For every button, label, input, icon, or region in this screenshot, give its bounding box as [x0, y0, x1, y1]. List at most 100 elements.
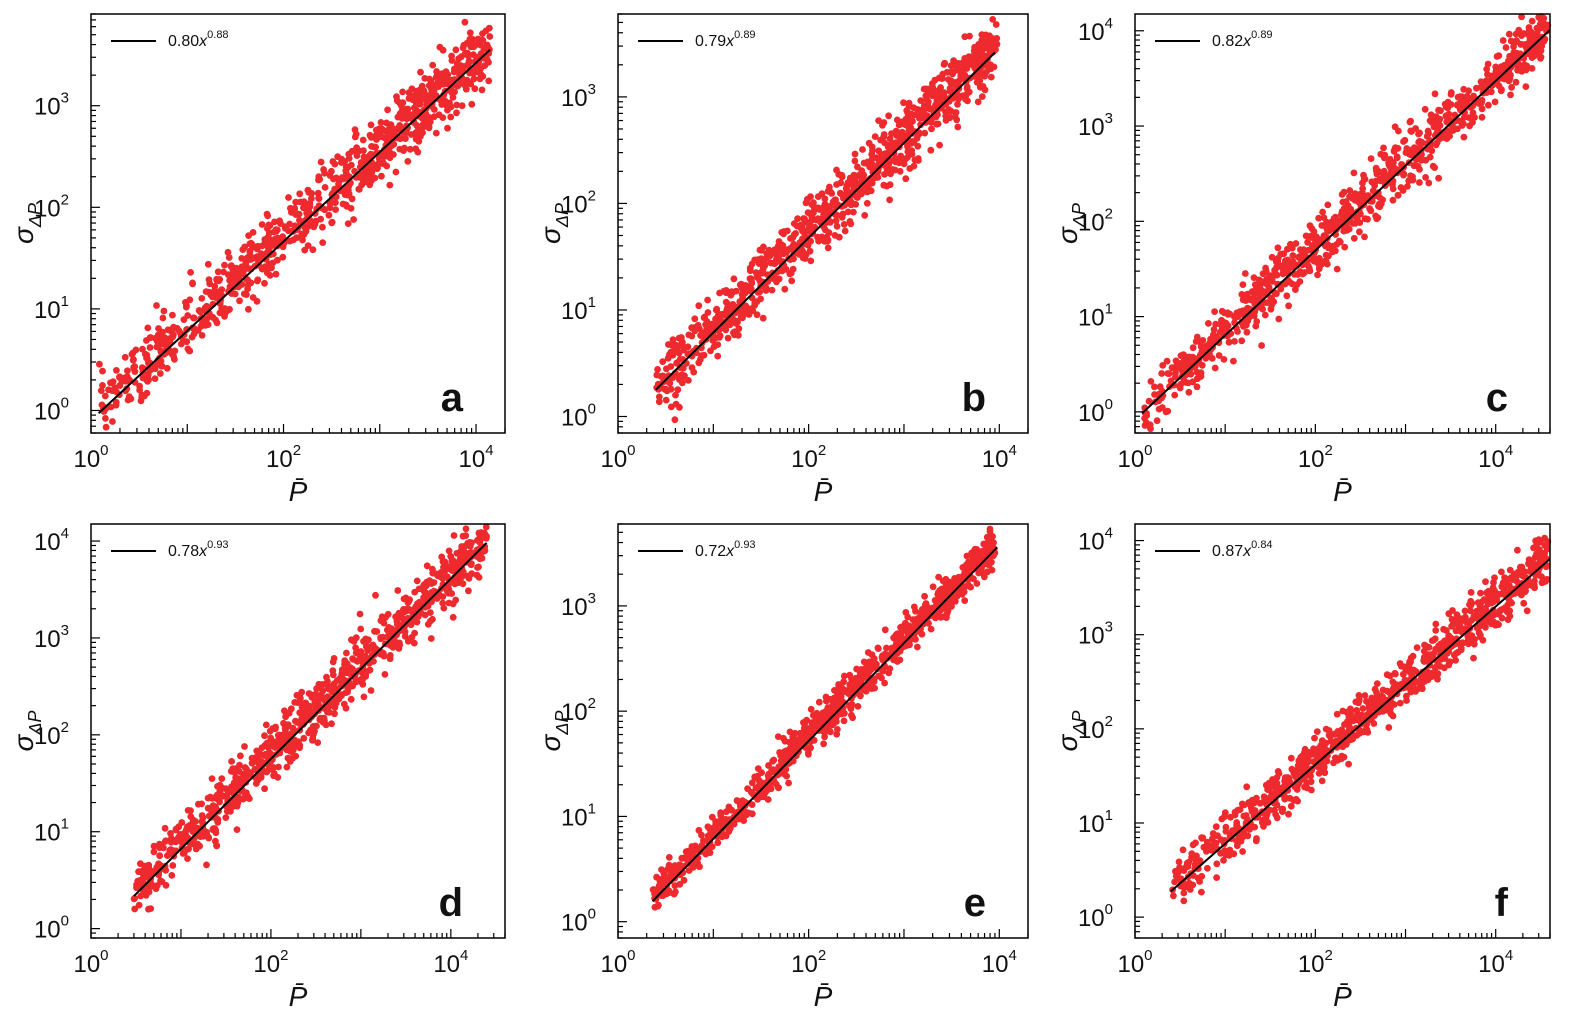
scatter-point — [455, 68, 463, 75]
scatter-point — [462, 525, 470, 533]
scatter-point — [466, 543, 474, 550]
scatter-point — [1189, 344, 1197, 352]
scatter-point — [726, 310, 734, 318]
scatter-point — [1536, 21, 1544, 28]
scatter-point — [453, 562, 461, 570]
scatter-point — [672, 865, 679, 872]
scatter-point — [307, 691, 315, 698]
panel-letter: d — [439, 881, 463, 925]
scatter-point — [348, 195, 356, 203]
scatter-point — [984, 39, 992, 46]
scatter-point — [675, 334, 683, 342]
scatter-point — [1182, 379, 1190, 386]
scatter-point — [350, 638, 358, 645]
scatter-point — [1428, 147, 1436, 155]
scatter-point — [757, 255, 765, 262]
scatter-point — [851, 150, 859, 158]
scatter-point — [319, 715, 327, 722]
scatter-point — [1395, 127, 1402, 135]
scatter-point — [263, 269, 271, 277]
scatter-point — [1189, 378, 1197, 386]
scatter-point — [959, 564, 967, 571]
scatter-point — [389, 141, 397, 149]
scatter-point — [304, 203, 312, 211]
scatter-point — [675, 342, 683, 349]
scatter-point — [422, 114, 430, 122]
scatter-point — [1304, 238, 1311, 246]
y-tick-label: 101 — [1078, 301, 1113, 332]
scatter-point — [1332, 219, 1339, 226]
scatter-point — [416, 91, 424, 99]
scatter-point — [894, 658, 901, 665]
scatter-point — [428, 93, 435, 101]
scatter-point — [342, 167, 350, 175]
scatter-point — [860, 171, 868, 179]
scatter-point — [723, 305, 731, 312]
scatter-point — [1164, 407, 1172, 415]
scatter-point — [1336, 238, 1344, 246]
scatter-point — [1415, 138, 1423, 146]
scatter-point — [907, 139, 915, 147]
scatter-point — [1285, 302, 1292, 310]
scatter-point — [1460, 133, 1468, 141]
scatter-point — [1197, 372, 1205, 380]
scatter-point — [877, 155, 885, 163]
scatter-point — [1507, 91, 1514, 99]
scatter-point — [824, 704, 832, 711]
scatter-point — [1510, 43, 1517, 50]
scatter-point — [156, 852, 164, 860]
scatter-point — [916, 108, 924, 116]
scatter-point — [947, 62, 955, 69]
scatter-point — [1288, 280, 1296, 288]
scatter-point — [467, 43, 475, 51]
scatter-point — [866, 163, 874, 171]
scatter-point — [139, 345, 146, 353]
scatter-point — [1225, 338, 1233, 346]
fit-line — [97, 48, 491, 414]
scatter-point — [959, 588, 967, 596]
scatter-point — [886, 196, 893, 204]
scatter-point — [379, 159, 387, 167]
scatter-point — [439, 114, 447, 121]
scatter-point — [158, 362, 166, 370]
scatter-point — [1393, 153, 1401, 161]
scatter-point — [236, 297, 243, 305]
legend-label: 0.82x0.89 — [1212, 29, 1273, 50]
scatter-point — [262, 255, 270, 263]
x-tick-label: 100 — [1117, 442, 1152, 473]
scatter-point — [349, 665, 356, 673]
scatter-point — [1145, 397, 1153, 405]
y-tick-label: 100 — [561, 906, 596, 937]
scatter-point — [412, 99, 420, 107]
scatter-point — [373, 628, 381, 635]
scatter-point — [351, 126, 359, 134]
scatter-point — [394, 587, 402, 594]
scatter-point — [311, 698, 319, 705]
scatter-point — [298, 700, 306, 707]
scatter-point — [373, 136, 380, 143]
scatter-point — [1292, 240, 1300, 247]
scatter-point — [407, 94, 415, 102]
scatter-point — [464, 572, 472, 580]
scatter-point — [367, 150, 375, 158]
x-tick-label: 100 — [73, 442, 108, 473]
scatter-point — [943, 68, 951, 76]
scatter-point — [445, 599, 453, 607]
fit-line — [651, 546, 998, 902]
scatter-point — [1302, 232, 1310, 240]
panel-letter: b — [962, 376, 986, 420]
scatter-point — [290, 236, 297, 244]
scatter-point — [852, 681, 860, 688]
scatter-point — [1405, 149, 1412, 156]
scatter-point — [1350, 169, 1358, 177]
scatter-point — [700, 351, 708, 359]
x-tick-label: 104 — [982, 442, 1017, 473]
scatter-point — [720, 831, 727, 839]
scatter-point — [314, 189, 322, 197]
scatter-point — [453, 109, 460, 117]
fit-line — [1141, 29, 1551, 415]
scatter-point — [1263, 275, 1271, 283]
scatter-point — [1258, 342, 1265, 349]
